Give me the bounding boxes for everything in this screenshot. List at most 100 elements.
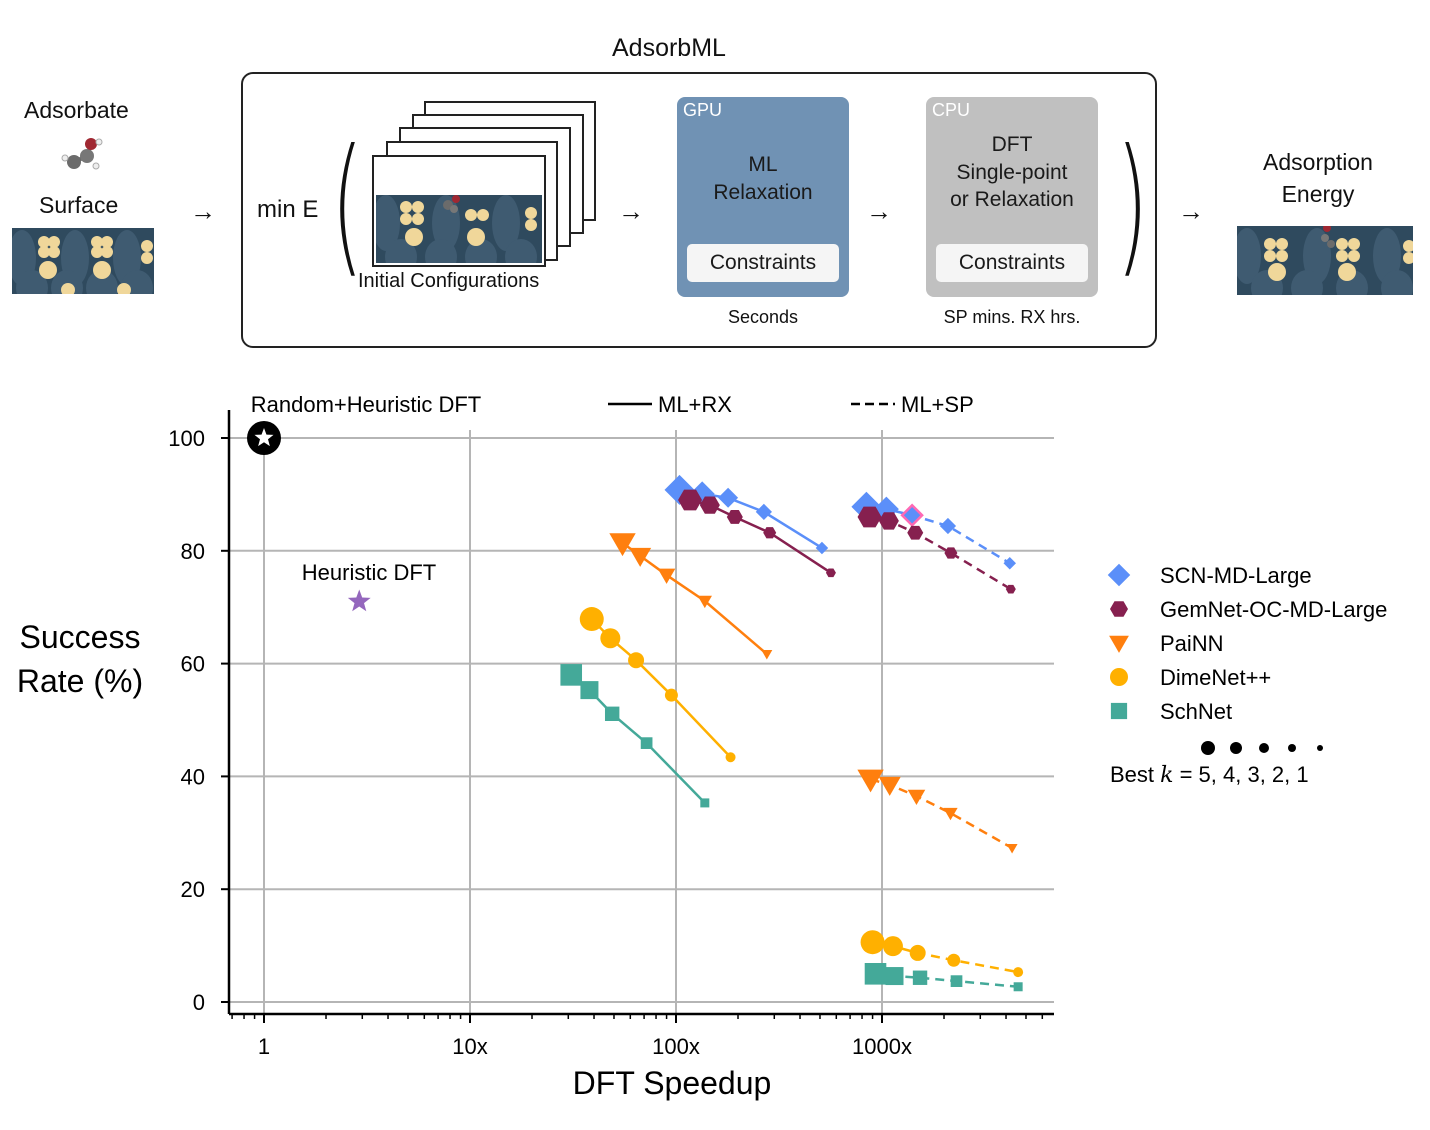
scn-md-large-sp-point bbox=[1003, 556, 1016, 570]
scn-md-large-rx-point bbox=[718, 487, 739, 508]
arrow-icon: → bbox=[866, 196, 892, 226]
rx-legend-label: ML+RX bbox=[658, 392, 732, 417]
legend-label: SCN-MD-Large bbox=[1160, 563, 1312, 588]
legend-marker-triangle-down bbox=[1109, 635, 1129, 653]
gpu-constraints-chip: Constraints bbox=[687, 244, 839, 282]
dimenet--sp-point bbox=[909, 944, 926, 961]
scn-md-large-rx-point bbox=[815, 541, 829, 555]
dimenet--rx-point bbox=[579, 607, 604, 632]
gemnet-oc-md-large-sp-point bbox=[878, 512, 899, 530]
scn-md-large-rx-point bbox=[755, 503, 772, 521]
y-tick-label: 0 bbox=[193, 990, 205, 1015]
schnet-sp-point bbox=[950, 975, 963, 987]
initial-configurations-label: Initial Configurations bbox=[358, 270, 540, 292]
k-size-dot bbox=[1259, 743, 1269, 753]
dimenet--sp-point bbox=[1013, 967, 1024, 978]
gemnet-oc-md-large-rx-point bbox=[699, 496, 720, 514]
k-size-dot bbox=[1201, 741, 1215, 755]
gemnet-oc-md-large-sp-point bbox=[1005, 584, 1016, 594]
dimenet--rx-point bbox=[664, 688, 678, 702]
dimenet--sp-point bbox=[882, 936, 903, 957]
cpu-box-line3: or Relaxation bbox=[950, 188, 1074, 211]
arrow-icon: → bbox=[190, 196, 216, 226]
painn-sp-point bbox=[1006, 844, 1018, 854]
painn-sp-point bbox=[943, 807, 958, 821]
legend-marker-diamond bbox=[1107, 563, 1131, 587]
chart-series bbox=[560, 474, 1024, 992]
dimenet--rx-point bbox=[600, 628, 621, 649]
gemnet-oc-md-large-rx-point bbox=[678, 489, 703, 511]
heuristic-dft-label: Heuristic DFT bbox=[302, 560, 436, 585]
y-axis-title-line1: Success bbox=[20, 619, 141, 655]
legend-marker-hexagon bbox=[1110, 601, 1128, 617]
painn-rx-point bbox=[697, 595, 712, 609]
y-axis-title-line2: Rate (%) bbox=[17, 663, 143, 699]
gemnet-oc-md-large-sp-point bbox=[857, 506, 882, 528]
dimenet--rx-point bbox=[725, 752, 736, 763]
adsorption-energy-label: Adsorption Energy bbox=[1238, 146, 1398, 210]
schnet-sp-point bbox=[864, 963, 887, 985]
k-size-dot bbox=[1230, 742, 1242, 754]
schnet-sp-point bbox=[885, 967, 904, 986]
painn-rx-point bbox=[609, 533, 636, 557]
schnet-sp-point bbox=[912, 970, 928, 985]
gpu-box-line1: ML bbox=[748, 153, 778, 176]
arrow-icon: → bbox=[618, 196, 644, 226]
chart-annotations bbox=[247, 421, 371, 612]
schnet-rx-point bbox=[604, 706, 620, 721]
legend-marker-square bbox=[1110, 702, 1128, 720]
surface-slab-image bbox=[12, 228, 154, 294]
adsorbate-label: Adsorbate bbox=[24, 97, 129, 123]
dimenet--rx-point bbox=[628, 652, 645, 669]
schnet-rx-point bbox=[560, 664, 583, 686]
highlighted-point bbox=[900, 503, 924, 528]
painn-sp-point bbox=[857, 769, 884, 793]
gpu-time-label: Seconds bbox=[727, 307, 799, 327]
gpu-box-line2: Relaxation bbox=[713, 181, 813, 204]
painn-sp-point bbox=[907, 789, 926, 805]
chart-legend: SCN-MD-Large GemNet-OC-MD-Large PaiNN DimeN… bbox=[1107, 563, 1387, 788]
painn-rx-point bbox=[761, 650, 773, 660]
gemnet-oc-md-large-rx-point bbox=[763, 527, 777, 539]
x-tick-label: 100x bbox=[652, 1034, 700, 1059]
schnet-rx-point bbox=[700, 798, 710, 808]
sp-legend-label: ML+SP bbox=[901, 392, 974, 417]
cpu-box-line2: Single-point bbox=[956, 161, 1068, 184]
x-tick-label: 10x bbox=[452, 1034, 487, 1059]
cpu-constraints-chip: Constraints bbox=[936, 244, 1088, 282]
x-tick-label: 1 bbox=[258, 1034, 270, 1059]
gemnet-oc-md-large-rx-point bbox=[825, 568, 836, 578]
schnet-rx-point bbox=[640, 737, 653, 749]
cpu-tag: CPU bbox=[932, 100, 971, 120]
cpu-dft-box: CPU DFT Single-point or Relaxation Const… bbox=[926, 97, 1098, 297]
legend-label: GemNet-OC-MD-Large bbox=[1160, 597, 1387, 622]
legend-marker-circle bbox=[1110, 668, 1128, 686]
dimenet--sp-point bbox=[860, 930, 885, 955]
painn-rx-point bbox=[629, 547, 652, 567]
painn-rx-point bbox=[657, 568, 676, 584]
adsorption-energy-line2: Energy bbox=[1281, 181, 1355, 207]
dimenet--sp-point bbox=[947, 953, 961, 967]
left-paren-icon: ( bbox=[331, 118, 364, 292]
config-card-front bbox=[372, 155, 546, 267]
scn-md-large-sp-point bbox=[939, 517, 957, 535]
y-tick-label: 40 bbox=[181, 764, 205, 789]
legend-label: SchNet bbox=[1160, 699, 1232, 724]
adsorbate-molecule-icon bbox=[61, 138, 103, 170]
cpu-box-line1: DFT bbox=[991, 133, 1033, 156]
legend-label: PaiNN bbox=[1160, 631, 1224, 656]
arrow-icon: → bbox=[1178, 196, 1204, 226]
y-tick-label: 20 bbox=[181, 877, 205, 902]
best-k-label: Best k = 5, 4, 3, 2, 1 bbox=[1110, 762, 1309, 788]
adsorbed-slab-image bbox=[1237, 226, 1413, 295]
config-slab-image bbox=[376, 195, 542, 263]
legend-label: DimeNet++ bbox=[1160, 665, 1271, 690]
random-heuristic-label: Random+Heuristic DFT bbox=[251, 392, 481, 417]
k-size-dot bbox=[1317, 745, 1323, 751]
gemnet-oc-md-large-sp-point bbox=[944, 547, 958, 559]
right-paren-icon: ) bbox=[1116, 118, 1149, 292]
gpu-tag: GPU bbox=[683, 100, 723, 120]
x-tick-label: 1000x bbox=[852, 1034, 912, 1059]
k-size-dot bbox=[1288, 744, 1296, 752]
min-energy-label: min E bbox=[257, 196, 319, 223]
